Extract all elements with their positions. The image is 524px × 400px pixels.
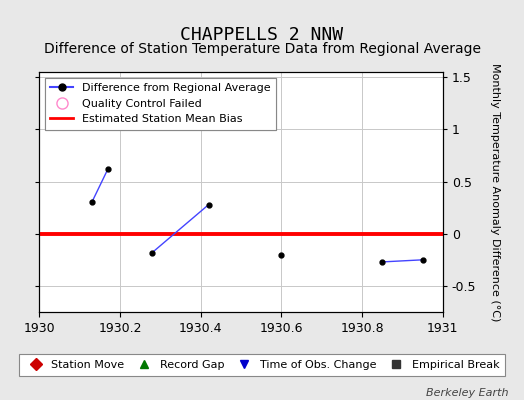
Text: CHAPPELLS 2 NNW: CHAPPELLS 2 NNW <box>180 26 344 44</box>
Legend: Difference from Regional Average, Quality Control Failed, Estimated Station Mean: Difference from Regional Average, Qualit… <box>45 78 276 130</box>
Text: Difference of Station Temperature Data from Regional Average: Difference of Station Temperature Data f… <box>43 42 481 56</box>
Y-axis label: Monthly Temperature Anomaly Difference (°C): Monthly Temperature Anomaly Difference (… <box>490 63 500 321</box>
Legend: Station Move, Record Gap, Time of Obs. Change, Empirical Break: Station Move, Record Gap, Time of Obs. C… <box>19 354 505 376</box>
Text: Berkeley Earth: Berkeley Earth <box>426 388 508 398</box>
